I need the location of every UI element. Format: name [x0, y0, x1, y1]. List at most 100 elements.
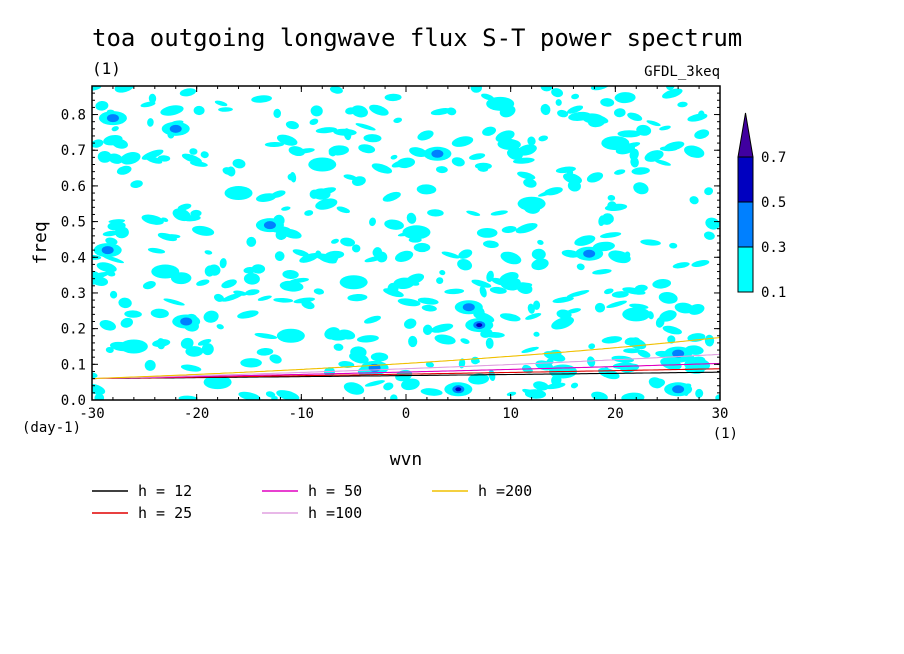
contour-speckle — [358, 144, 376, 154]
contour-speckle — [94, 393, 105, 400]
contour-speckle — [232, 158, 246, 169]
contour-speckle — [105, 269, 116, 277]
contour-speckle — [568, 111, 592, 121]
contour-speckle — [476, 228, 498, 238]
x-tick-label: 0 — [402, 406, 410, 422]
contour-speckle — [570, 382, 579, 389]
contour-speckle — [525, 312, 542, 320]
contour-speckle — [221, 292, 244, 302]
contour-speckle — [689, 196, 699, 205]
contour-speckle — [384, 93, 402, 102]
contour-speckle — [371, 163, 393, 174]
contour-speckle — [301, 300, 315, 310]
contour-speckle — [566, 308, 581, 314]
contour-speckle — [694, 129, 710, 139]
contour-speckle — [391, 159, 410, 168]
contour-speckle — [531, 258, 549, 271]
contour-speckle — [118, 297, 132, 309]
contour-speckle — [444, 288, 465, 295]
contour-speckle — [540, 103, 551, 116]
contour-speckle — [347, 293, 368, 302]
y-axis-label: freq — [30, 221, 51, 264]
contour-speckle — [218, 107, 233, 112]
x-axis-ticks: -30 -20 -10 0 10 20 30 — [79, 86, 728, 422]
contour-speckle — [404, 318, 417, 329]
contour-speckle — [364, 315, 381, 324]
contour-speckle — [409, 147, 428, 158]
contour-speckle — [108, 219, 126, 224]
contour-speckle — [545, 382, 566, 390]
contour-speckle — [537, 239, 544, 245]
contour-speckle — [251, 264, 266, 274]
contour-speckle — [150, 308, 169, 319]
contour-speckle — [120, 317, 133, 328]
contour-speckle — [646, 120, 661, 127]
contour-speckle — [669, 242, 678, 249]
chart-subtitle-right: GFDL_3keq — [644, 64, 720, 80]
contour-speckle — [390, 154, 398, 160]
chart-title: toa outgoing longwave flux S-T power spe… — [92, 24, 742, 52]
contour-speckle — [515, 223, 538, 234]
contour-speckle — [243, 272, 260, 285]
contour-speckle — [555, 166, 576, 174]
contour-speckle — [213, 293, 225, 302]
contour-speckle — [160, 105, 184, 116]
contour-speckle — [527, 136, 536, 146]
contour-speckle — [441, 251, 460, 259]
contour-speckle — [343, 382, 365, 395]
contour-speckle — [333, 128, 357, 136]
contour-speckle — [533, 331, 540, 337]
contour-speckle — [336, 206, 350, 214]
contour-speckle — [273, 108, 282, 118]
contour-speckle — [458, 249, 473, 259]
contour-blob-18 — [308, 157, 337, 172]
colorbar-segment — [737, 156, 754, 203]
contour-speckle — [254, 333, 278, 339]
contour-speckle — [265, 391, 276, 398]
contour-speckle — [382, 191, 401, 202]
contour-blob-15 — [119, 339, 148, 354]
contour-speckle — [658, 292, 678, 304]
contour-speckle — [576, 263, 585, 271]
y-tick-label: 0.5 — [61, 215, 86, 231]
contour-speckle — [179, 88, 197, 97]
contour-blob-peak-9 — [476, 323, 483, 328]
contour-speckle — [566, 105, 584, 114]
colorbar-label: 0.3 — [761, 240, 786, 256]
contour-speckle — [383, 288, 404, 298]
contour-speckle — [652, 279, 672, 289]
contour-speckle — [105, 346, 114, 354]
contour-speckle — [92, 372, 98, 379]
contour-speckle — [240, 358, 262, 368]
contour-speckle — [274, 251, 285, 261]
contour-speckle — [627, 112, 643, 121]
y-tick-label: 0.0 — [61, 393, 86, 409]
contour-speckle — [350, 346, 367, 359]
contour-speckle — [237, 310, 259, 319]
contour-speckle — [619, 363, 627, 371]
contour-speckle — [674, 302, 694, 314]
contour-speckle — [517, 144, 537, 156]
contour-speckle — [343, 174, 357, 181]
contour-speckle — [207, 264, 221, 276]
contour-speckle — [592, 269, 612, 275]
contour-speckle — [324, 367, 335, 378]
contour-speckle — [276, 134, 298, 146]
contour-speckle — [633, 182, 649, 195]
contour-speckle — [471, 279, 492, 288]
contour-speckle — [677, 101, 688, 108]
contour-speckle — [92, 276, 109, 286]
contour-speckle — [490, 210, 508, 216]
contour-speckle — [655, 316, 665, 328]
contour-speckle — [288, 146, 305, 157]
contour-speckle — [489, 286, 507, 294]
contour-speckle — [527, 303, 535, 314]
contour-speckle — [479, 286, 487, 298]
contour-speckle — [637, 349, 651, 358]
contour-speckle — [394, 250, 414, 262]
contour-speckle — [384, 219, 404, 230]
contour-speckle — [451, 157, 465, 167]
contour-speckle — [141, 214, 164, 225]
contour-speckle — [617, 130, 642, 138]
contour-speckle — [285, 120, 299, 130]
